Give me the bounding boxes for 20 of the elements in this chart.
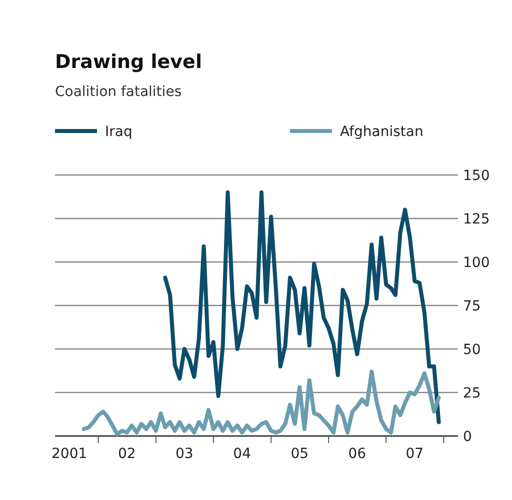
y-tick-label: 150 bbox=[463, 168, 490, 184]
x-tick-label: 04 bbox=[233, 446, 252, 462]
x-tick-label: 03 bbox=[175, 446, 194, 462]
y-tick-label: 100 bbox=[463, 254, 490, 271]
chart-subtitle: Coalition fatalities bbox=[55, 84, 182, 100]
y-tick-label: 25 bbox=[463, 385, 481, 402]
x-tick-label: 07 bbox=[406, 446, 424, 462]
x-tick-label: 2001 bbox=[52, 446, 88, 462]
x-tick-label: 05 bbox=[290, 446, 309, 462]
line-series bbox=[163, 190, 441, 424]
y-tick-label: 0 bbox=[463, 428, 472, 445]
y-tick-label: 75 bbox=[463, 298, 481, 314]
y-tick-label: 50 bbox=[463, 342, 481, 358]
chart-title: Drawing level bbox=[55, 51, 202, 73]
x-tick-label: 02 bbox=[118, 446, 136, 462]
legend-label: Iraq bbox=[105, 124, 132, 140]
y-tick-label: 125 bbox=[463, 211, 490, 228]
x-tick-label: 06 bbox=[348, 446, 366, 462]
legend-label: Afghanistan bbox=[340, 124, 424, 140]
line-series bbox=[82, 370, 441, 436]
